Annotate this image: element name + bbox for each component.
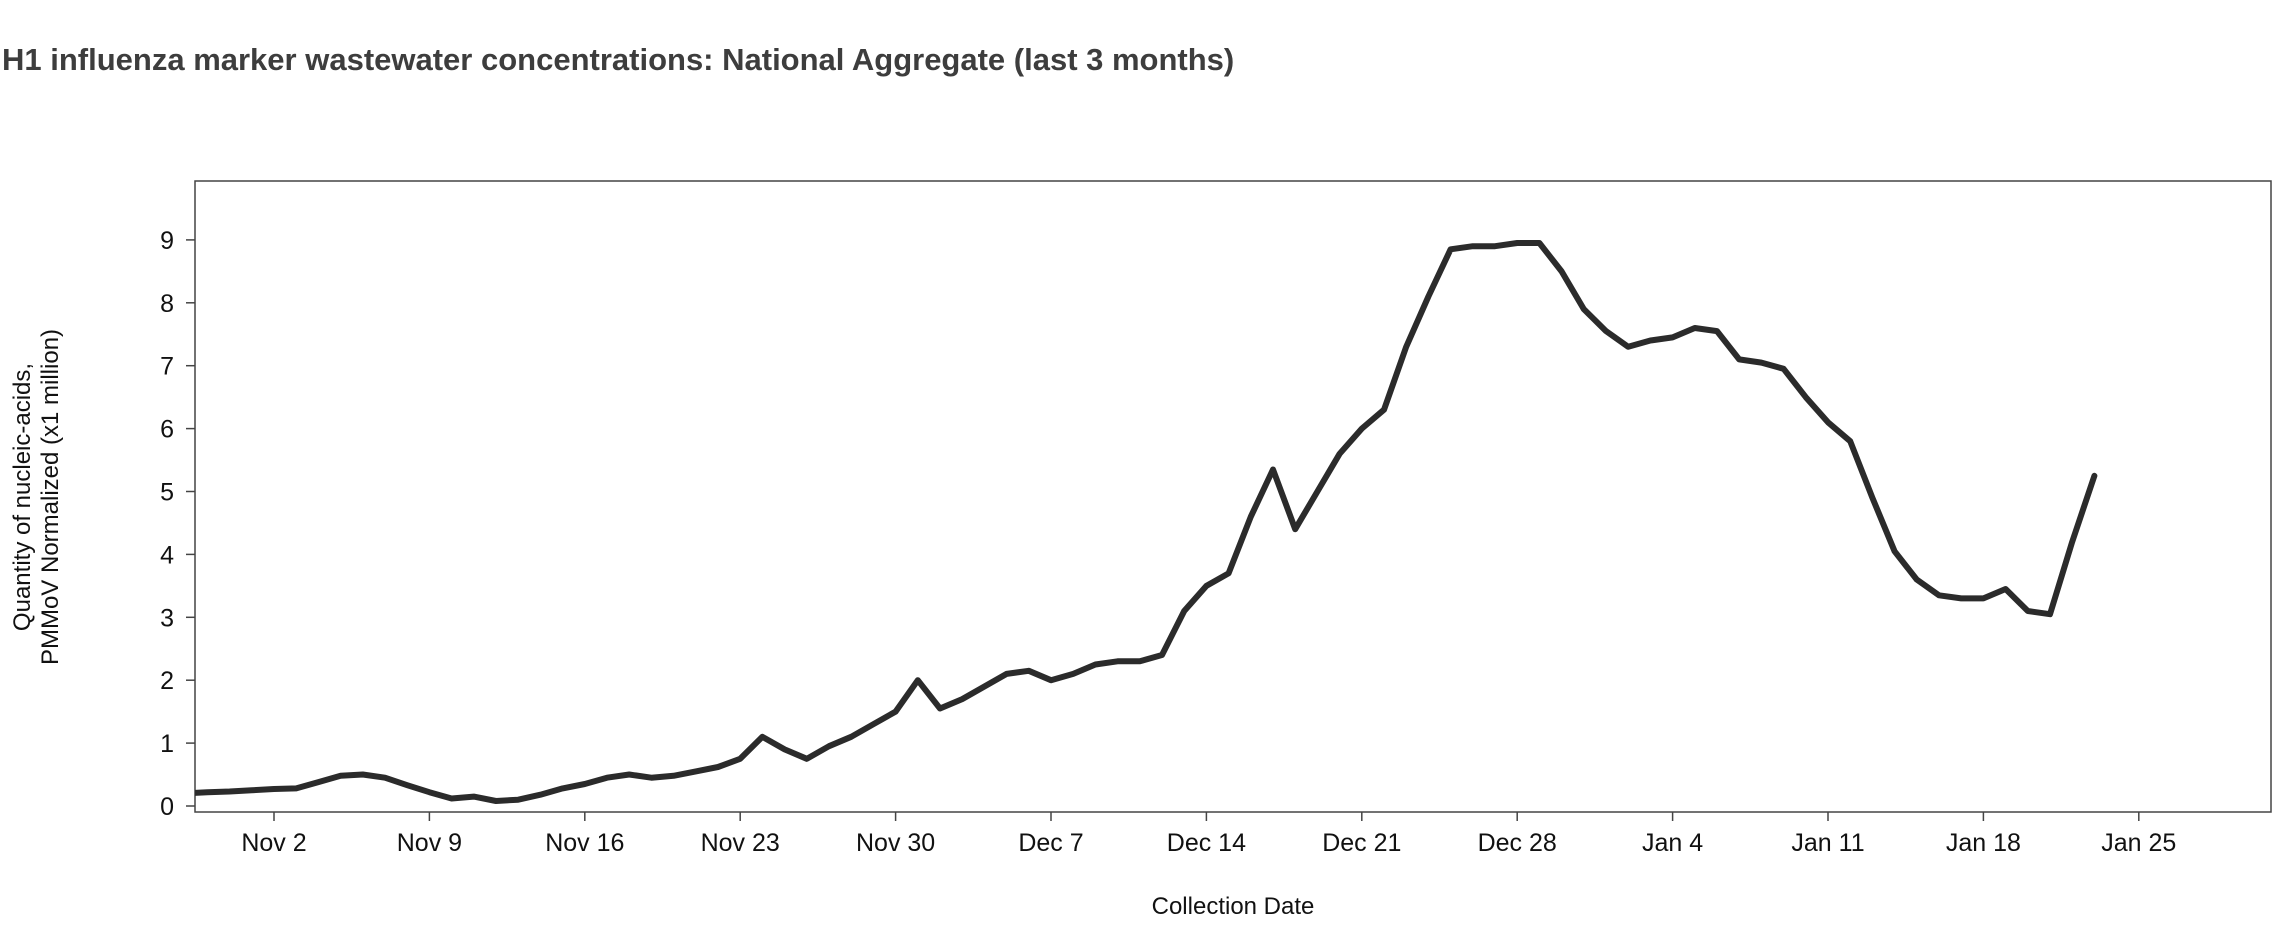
x-tick-label: Dec 28 [1478, 829, 1557, 857]
chart-line [195, 240, 2098, 804]
y-axis-label-line2: PMMoV Normalized (x1 million) [37, 329, 64, 665]
y-axis-label-line1: Quantity of nucleic-acids, [9, 363, 36, 631]
y-tick-label: 5 [160, 479, 174, 507]
y-tick-label: 7 [160, 353, 174, 381]
x-axis-label: Collection Date [1152, 893, 1315, 920]
x-tick-label: Jan 11 [1791, 829, 1864, 857]
x-tick-label: Jan 18 [1946, 829, 2021, 857]
x-tick-label: Nov 2 [241, 829, 306, 857]
y-tick-label: 2 [160, 667, 174, 695]
x-tick-label: Jan 4 [1642, 829, 1703, 857]
y-tick-label: 9 [160, 227, 174, 255]
x-tick-label: Jan 25 [2101, 829, 2176, 857]
x-tick-label: Nov 23 [701, 829, 780, 857]
y-tick-label: 8 [160, 290, 174, 318]
y-tick-label: 6 [160, 416, 174, 444]
chart-title: H1 influenza marker wastewater concentra… [2, 42, 1235, 77]
x-axis: Nov 2 Nov 9 Nov 16 Nov 23 Nov 30 Dec 7 Dec 14 D… [241, 812, 2176, 857]
x-tick-label: Dec 21 [1322, 829, 1401, 857]
x-tick-label: Nov 16 [545, 829, 624, 857]
y-axis: 0 1 2 3 4 5 6 7 8 9 [160, 227, 195, 821]
y-tick-label: 3 [160, 604, 174, 632]
x-tick-label: Dec 7 [1018, 829, 1083, 857]
plot-area [195, 240, 2098, 804]
x-tick-label: Nov 9 [397, 829, 462, 857]
x-tick-label: Dec 14 [1167, 829, 1246, 857]
y-tick-label: 1 [160, 730, 174, 758]
plot-area-border [194, 180, 2272, 813]
x-tick-label: Nov 30 [856, 829, 935, 857]
y-tick-label: 4 [160, 541, 174, 569]
y-tick-label: 0 [160, 793, 174, 821]
